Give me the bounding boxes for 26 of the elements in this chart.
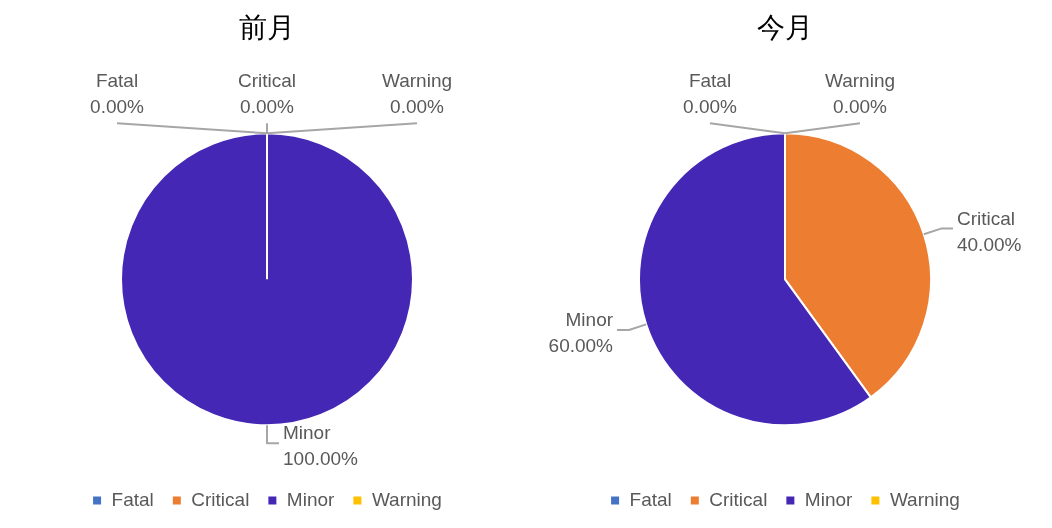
slice-label: Critical	[956, 207, 1016, 229]
legend-label: Warning	[371, 488, 442, 510]
legend-label: Fatal	[629, 488, 672, 510]
legend-label: Fatal	[111, 488, 154, 510]
legend-label: Minor	[286, 488, 336, 510]
slice-label: Minor	[283, 422, 332, 444]
text: 0.00%	[90, 96, 144, 118]
legend-label: Critical	[709, 488, 768, 510]
category-label: Fatal	[95, 70, 139, 92]
text: 0.00%	[390, 96, 444, 118]
category-label: Warning	[824, 70, 896, 92]
text: 0.00%	[683, 96, 737, 118]
category-label: Critical	[237, 70, 297, 92]
text: 0.00%	[240, 96, 294, 118]
legend-label: Critical	[191, 488, 250, 510]
chart-title: 今月	[757, 11, 813, 43]
legend-label: Minor	[804, 488, 854, 510]
slice-label: Minor	[565, 308, 614, 330]
data-label: 60.00%	[548, 334, 614, 356]
chart-title: 前月	[239, 11, 295, 43]
text: 0.00%	[833, 96, 887, 118]
legend-label: Warning	[889, 488, 960, 510]
category-label: Fatal	[688, 70, 732, 92]
data-label: 100.00%	[283, 448, 359, 470]
data-label: 40.00%	[956, 233, 1022, 255]
category-label: Warning	[381, 70, 453, 92]
